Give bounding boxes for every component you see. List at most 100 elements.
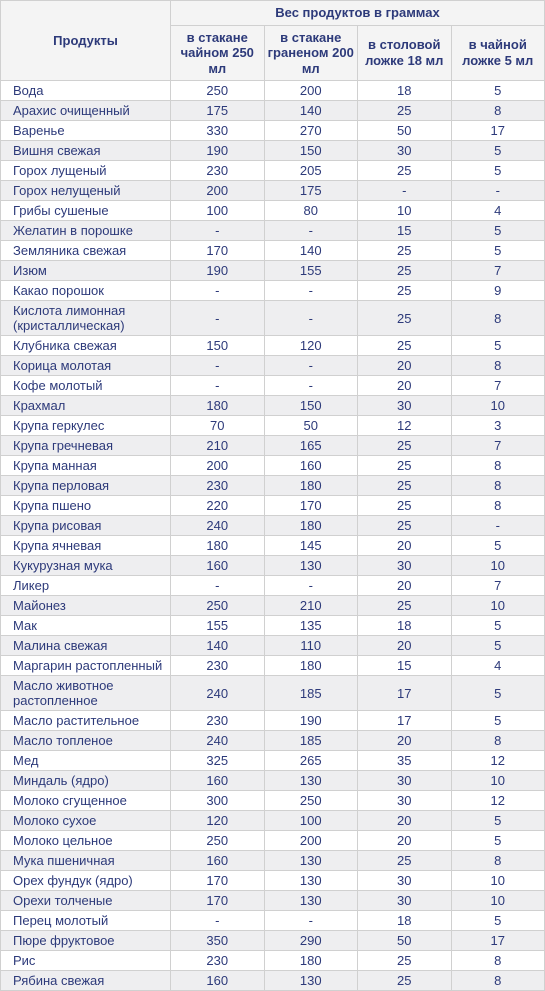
weight-value: 130 xyxy=(264,771,358,791)
weight-value: 130 xyxy=(264,971,358,991)
table-row: Миндаль (ядро)1601303010 xyxy=(1,771,545,791)
product-name: Масло топленое xyxy=(1,731,171,751)
table-row: Варенье3302705017 xyxy=(1,121,545,141)
weight-value: - xyxy=(171,356,265,376)
weight-value: 17 xyxy=(358,676,452,711)
weight-value: 8 xyxy=(451,476,545,496)
table-row: Масло животное растопленное240185175 xyxy=(1,676,545,711)
weight-value: 25 xyxy=(358,971,452,991)
product-name: Масло растительное xyxy=(1,711,171,731)
weight-value: 10 xyxy=(451,596,545,616)
weight-value: 110 xyxy=(264,636,358,656)
weight-value: 25 xyxy=(358,261,452,281)
table-row: Кукурузная мука1601303010 xyxy=(1,556,545,576)
table-row: Крупа манная200160258 xyxy=(1,456,545,476)
product-name: Молоко сухое xyxy=(1,811,171,831)
weight-value: - xyxy=(264,356,358,376)
product-name: Крахмал xyxy=(1,396,171,416)
weight-value: 180 xyxy=(264,951,358,971)
table-row: Арахис очищенный175140258 xyxy=(1,101,545,121)
weight-value: 8 xyxy=(451,101,545,121)
weight-value: 10 xyxy=(451,891,545,911)
weight-value: 10 xyxy=(451,396,545,416)
table-row: Вишня свежая190150305 xyxy=(1,141,545,161)
weight-value: 180 xyxy=(264,656,358,676)
table-row: Рис230180258 xyxy=(1,951,545,971)
table-row: Кофе молотый--207 xyxy=(1,376,545,396)
weight-value: 185 xyxy=(264,731,358,751)
weight-value: 175 xyxy=(264,181,358,201)
weights-table: Продукты Вес продуктов в граммах в стака… xyxy=(0,0,545,991)
weight-value: 17 xyxy=(451,121,545,141)
weight-value: 220 xyxy=(171,496,265,516)
weight-value: 3 xyxy=(451,416,545,436)
weight-value: 25 xyxy=(358,336,452,356)
weight-value: 18 xyxy=(358,616,452,636)
weight-value: 20 xyxy=(358,831,452,851)
table-row: Рябина свежая160130258 xyxy=(1,971,545,991)
weight-value: 180 xyxy=(264,476,358,496)
weight-value: 30 xyxy=(358,871,452,891)
weight-value: 250 xyxy=(171,596,265,616)
product-name: Орехи толченые xyxy=(1,891,171,911)
weight-value: 5 xyxy=(451,336,545,356)
weight-value: 17 xyxy=(451,931,545,951)
weight-value: 25 xyxy=(358,281,452,301)
product-name: Какао порошок xyxy=(1,281,171,301)
product-name: Крупа перловая xyxy=(1,476,171,496)
table-row: Горох нелущеный200175-- xyxy=(1,181,545,201)
weight-value: 240 xyxy=(171,731,265,751)
product-name: Арахис очищенный xyxy=(1,101,171,121)
product-name: Пюре фруктовое xyxy=(1,931,171,951)
header-col-tablespoon: в столовой ложке 18 мл xyxy=(358,25,452,81)
table-row: Земляника свежая170140255 xyxy=(1,241,545,261)
weight-value: 30 xyxy=(358,556,452,576)
product-name: Рябина свежая xyxy=(1,971,171,991)
table-row: Масло топленое240185208 xyxy=(1,731,545,751)
table-row: Орехи толченые1701303010 xyxy=(1,891,545,911)
weight-value: - xyxy=(451,181,545,201)
weight-value: 8 xyxy=(451,496,545,516)
weight-value: - xyxy=(171,301,265,336)
weight-value: 5 xyxy=(451,911,545,931)
product-name: Грибы сушеные xyxy=(1,201,171,221)
header-col-cup250: в стакане чайном 250 мл xyxy=(171,25,265,81)
weight-value: 170 xyxy=(264,496,358,516)
weight-value: 30 xyxy=(358,791,452,811)
weight-value: 5 xyxy=(451,536,545,556)
weight-value: 140 xyxy=(264,241,358,261)
weight-value: 170 xyxy=(171,891,265,911)
weight-value: 20 xyxy=(358,376,452,396)
weight-value: 8 xyxy=(451,971,545,991)
weight-value: 290 xyxy=(264,931,358,951)
weight-value: 8 xyxy=(451,951,545,971)
table-row: Горох лущеный230205255 xyxy=(1,161,545,181)
weight-value: 185 xyxy=(264,676,358,711)
weight-value: 230 xyxy=(171,711,265,731)
weight-value: 200 xyxy=(171,181,265,201)
weight-value: - xyxy=(264,281,358,301)
weight-value: 25 xyxy=(358,436,452,456)
weight-value: 300 xyxy=(171,791,265,811)
product-name: Миндаль (ядро) xyxy=(1,771,171,791)
weight-value: 7 xyxy=(451,376,545,396)
weight-value: 8 xyxy=(451,456,545,476)
weight-value: 8 xyxy=(451,851,545,871)
table-row: Майонез2502102510 xyxy=(1,596,545,616)
weight-value: 25 xyxy=(358,241,452,261)
weight-value: 350 xyxy=(171,931,265,951)
product-name: Майонез xyxy=(1,596,171,616)
table-row: Молоко сухое120100205 xyxy=(1,811,545,831)
weight-value: 5 xyxy=(451,141,545,161)
weight-value: 250 xyxy=(171,81,265,101)
product-name: Желатин в порошке xyxy=(1,221,171,241)
weight-value: 160 xyxy=(171,971,265,991)
weight-value: 5 xyxy=(451,636,545,656)
weight-value: - xyxy=(264,576,358,596)
product-name: Кофе молотый xyxy=(1,376,171,396)
table-header: Продукты Вес продуктов в граммах в стака… xyxy=(1,1,545,81)
table-row: Кислота лимонная (кристаллическая)--258 xyxy=(1,301,545,336)
weight-value: 10 xyxy=(358,201,452,221)
table-row: Крупа геркулес7050123 xyxy=(1,416,545,436)
weight-value: 5 xyxy=(451,711,545,731)
